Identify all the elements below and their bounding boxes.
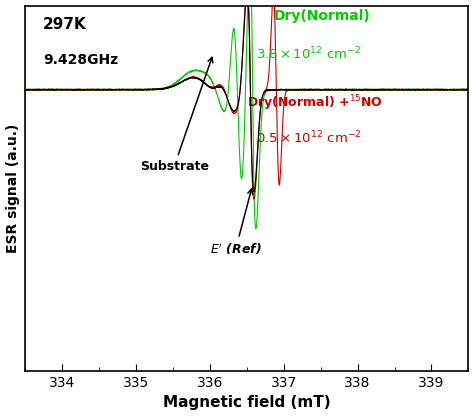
Y-axis label: ESR signal (a.u.): ESR signal (a.u.) xyxy=(6,124,19,253)
Text: $0.5\times10^{12}\ \mathrm{cm}^{-2}$: $0.5\times10^{12}\ \mathrm{cm}^{-2}$ xyxy=(255,130,361,146)
X-axis label: Magnetic field (mT): Magnetic field (mT) xyxy=(163,396,330,411)
Text: Dry(Normal): Dry(Normal) xyxy=(273,9,370,23)
Text: Substrate: Substrate xyxy=(140,57,213,173)
Text: 297K: 297K xyxy=(43,17,87,32)
Text: Dry(Normal) +$^{15}$NO: Dry(Normal) +$^{15}$NO xyxy=(247,93,383,113)
Text: 9.428GHz: 9.428GHz xyxy=(43,53,118,67)
Text: $3.8\times10^{12}\ \mathrm{cm}^{-2}$: $3.8\times10^{12}\ \mathrm{cm}^{-2}$ xyxy=(255,46,361,62)
Text: $E'$ (Ref): $E'$ (Ref) xyxy=(210,189,262,257)
